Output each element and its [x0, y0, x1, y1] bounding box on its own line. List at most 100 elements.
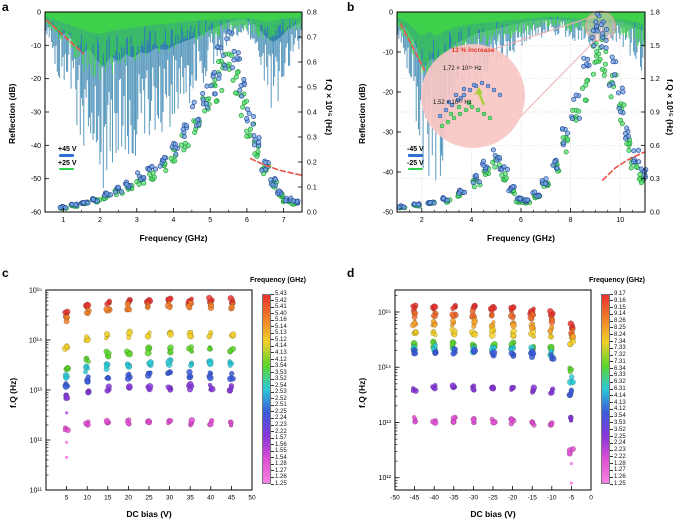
scatter-point — [125, 363, 130, 369]
scatter-point — [84, 378, 91, 385]
magnifier-connector — [518, 38, 597, 119]
scatter-point — [559, 126, 565, 132]
colorbar-label: 1.26 — [614, 474, 626, 481]
scatter-point — [62, 427, 68, 433]
tick-label: 1.2 — [650, 76, 660, 83]
scatter-point — [230, 331, 237, 338]
tick-label: 0.1 — [307, 185, 317, 192]
scatter-point — [542, 180, 548, 186]
colorbar-label: 2.25 — [614, 433, 626, 440]
tick-label: 10¹³ — [379, 420, 392, 427]
colorbar-tick — [610, 408, 613, 410]
colorbar-tick — [271, 463, 274, 465]
colorbar-tick — [610, 442, 613, 444]
inset-scatter-low — [439, 100, 493, 129]
tick-label: 50 — [248, 495, 256, 502]
scatter-point — [469, 384, 475, 389]
colorbar-label: 4.13 — [275, 349, 287, 356]
scatter-point — [208, 83, 214, 89]
scatter-point — [475, 107, 481, 113]
scatter-point — [189, 383, 195, 389]
panel-b-right-axis-title: f.Q × 10¹⁵ (Hz) — [665, 79, 675, 136]
scatter-point — [589, 34, 595, 40]
scatter-point — [200, 97, 206, 103]
tick-label: 0.5 — [307, 85, 317, 92]
scatter-point — [470, 180, 476, 186]
scatter-point — [196, 121, 202, 127]
scatter-point — [458, 188, 464, 194]
colorbar-tick — [271, 417, 274, 419]
scatter-point — [207, 360, 214, 368]
scatter-point — [635, 147, 641, 153]
tick-label: -10 — [547, 495, 557, 502]
scatter-point — [603, 37, 609, 43]
scatter-point — [181, 147, 187, 153]
colorbar-tick — [610, 381, 613, 383]
panel-d-x-axis-title: DC bias (V) — [470, 509, 516, 519]
scatter-point — [172, 145, 178, 151]
tick-label: 3 — [135, 217, 139, 224]
scatter-point — [508, 350, 514, 357]
scatter-point — [549, 317, 556, 323]
colorbar-tick — [271, 457, 274, 459]
scatter-point — [608, 94, 614, 100]
scatter-point — [83, 369, 88, 375]
scatter-point — [228, 385, 234, 391]
scatter-point — [189, 348, 194, 353]
scatter-point — [550, 386, 556, 392]
colorbar-tick — [610, 476, 613, 478]
series-1.25-1.28 GHz — [62, 417, 234, 434]
colorbar-label: 6.31 — [614, 386, 626, 392]
scatter-point — [617, 109, 623, 115]
tick-label: 10 — [84, 495, 92, 502]
colorbar-tick — [610, 429, 613, 431]
scatter-point — [509, 347, 514, 352]
scatter-point — [615, 90, 621, 96]
scatter-point — [565, 136, 571, 142]
series-3.52-3.54 GHz — [63, 344, 236, 373]
scatter-point — [231, 48, 237, 54]
colorbar-tick — [610, 456, 613, 458]
scatter-point — [209, 418, 215, 424]
scatter-point — [633, 164, 639, 170]
tick-label: -10 — [383, 50, 393, 57]
scatter-point — [401, 204, 407, 210]
tick-label: 4 — [469, 217, 473, 224]
scatter-point — [637, 171, 643, 177]
scatter-point — [496, 155, 502, 161]
scatter-point — [263, 160, 269, 166]
scatter-point — [213, 99, 219, 105]
scatter-point — [449, 341, 455, 347]
tick-label: 0.2 — [307, 160, 317, 167]
legend-label-minus25: -25 V — [407, 159, 424, 167]
colorbar-tick — [610, 347, 613, 349]
scatter-point — [146, 383, 154, 390]
colorbar-label: 5.16 — [275, 317, 287, 324]
scatter-point — [146, 167, 152, 173]
scatter-point — [590, 71, 596, 77]
scatter-point — [166, 371, 171, 376]
scatter-point — [241, 77, 247, 83]
scatter-point — [251, 142, 257, 148]
scatter-point — [228, 370, 235, 377]
scatter-point — [432, 342, 438, 349]
tick-label: 0 — [37, 10, 41, 17]
colorbar-label: 2.22 — [275, 428, 287, 435]
series-1.27-1.28 GHz — [410, 382, 574, 423]
scatter-point — [165, 384, 171, 390]
colorbar-label: 3.54 — [614, 413, 626, 420]
scatter-point — [471, 82, 477, 88]
colorbar-label: 1.28 — [614, 460, 626, 467]
scatter-point — [103, 363, 109, 369]
tick-label: 6 — [519, 217, 523, 224]
series-2.22-2.25 GHz — [411, 346, 575, 399]
panel-b-x-axis-title: Frequency (GHz) — [486, 233, 555, 243]
tick-label: -40 — [429, 495, 439, 502]
scatter-point — [458, 95, 464, 101]
magnifier-circle — [421, 44, 525, 148]
scatter-point — [165, 359, 171, 365]
scatter-point — [508, 417, 514, 423]
scatter-point — [220, 53, 226, 59]
tick-label: 7 — [282, 217, 286, 224]
scatter-point — [412, 350, 419, 357]
